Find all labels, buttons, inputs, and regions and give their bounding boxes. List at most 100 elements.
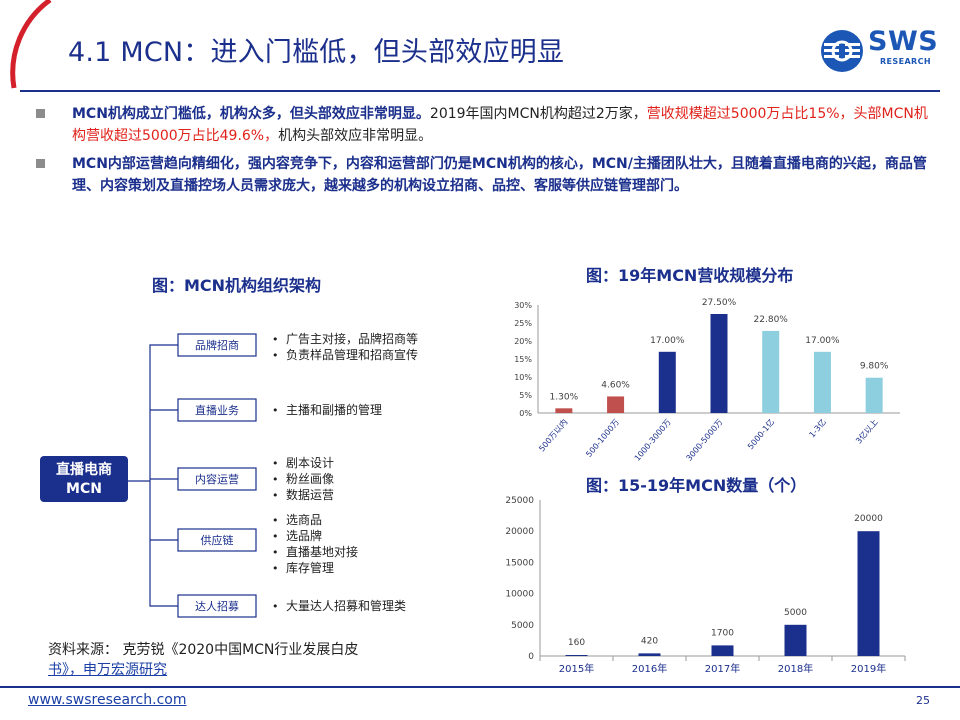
bar <box>565 655 588 657</box>
bullet-1-strong: MCN机构成立门槛低，机构众多，但头部效应非常明显。 <box>72 106 430 122</box>
y-tick-label: 5000 <box>511 621 534 631</box>
bullet-item-1: MCN机构成立门槛低，机构众多，但头部效应非常明显。2019年国内MCN机构超过… <box>36 103 936 147</box>
footer-divider <box>0 686 960 688</box>
org-duty-text: 主播和副播的管理 <box>286 402 382 417</box>
count-chart-title: 图：15-19年MCN数量（个） <box>586 476 807 495</box>
org-duty-text: 大量达人招募和管理类 <box>286 598 406 613</box>
data-label: 1.30% <box>550 392 579 402</box>
org-department-talent: 达人招募 • 大量达人招募和管理类 <box>177 594 406 618</box>
y-tick-label: 10% <box>514 373 532 382</box>
data-label: 4.60% <box>601 380 630 390</box>
y-tick-label: 10000 <box>505 590 534 600</box>
org-duty-bullet: • <box>272 457 279 470</box>
y-tick-label: 30% <box>514 301 532 310</box>
y-tick-label: 25000 <box>505 496 534 506</box>
bar <box>711 645 734 656</box>
org-duty-text: 选商品 <box>286 512 322 527</box>
org-root-label-1: 直播电商 <box>56 461 112 478</box>
org-dept-label: 达人招募 <box>195 599 239 613</box>
bar <box>710 314 728 413</box>
org-department-supply: 供应链 • 选商品 • 选品牌 • 直播基地对接 • 库存管理 <box>177 512 358 575</box>
bar <box>607 396 625 413</box>
y-tick-label: 15% <box>514 355 532 364</box>
revenue-chart-title: 图：19年MCN营收规模分布 <box>586 266 794 285</box>
title-divider <box>20 90 940 92</box>
x-tick-label: 2016年 <box>632 662 667 675</box>
org-duty-bullet: • <box>272 530 279 543</box>
x-tick-label: 1000-3000万 <box>633 418 673 463</box>
org-duty-text: 负责样品管理和招商宣传 <box>286 347 418 362</box>
bullet-1-tail: 机构头部效应非常明显。 <box>278 128 433 144</box>
org-duty-bullet: • <box>272 489 279 502</box>
data-label: 420 <box>641 636 658 646</box>
org-duty-bullet: • <box>272 473 279 486</box>
data-label: 22.80% <box>754 315 789 325</box>
org-duty-text: 广告主对接，品牌招商等 <box>286 331 418 346</box>
bullet-square-icon <box>36 109 45 118</box>
data-label: 17.00% <box>650 336 685 346</box>
org-root-label-2: MCN <box>66 481 102 497</box>
y-tick-label: 20% <box>514 337 532 346</box>
page-number: 25 <box>916 694 930 707</box>
corner-arc-decoration <box>10 0 52 89</box>
org-dept-label: 品牌招商 <box>195 338 239 352</box>
x-tick-label: 5000-1亿 <box>745 417 776 451</box>
org-duty-text: 库存管理 <box>286 560 334 575</box>
sws-research-logo: SWS RESEARCH <box>820 26 940 76</box>
source-link[interactable]: 书》，申万宏源研究 <box>48 662 167 678</box>
x-tick-label: 500万以内 <box>536 417 569 454</box>
y-tick-label: 5% <box>519 391 532 400</box>
org-chart-title: 图：MCN机构组织架构 <box>152 276 322 295</box>
org-dept-label: 供应链 <box>201 533 234 547</box>
bar <box>857 531 880 656</box>
bar <box>658 351 676 413</box>
org-duty-bullet: • <box>272 546 279 559</box>
x-tick-label: 2015年 <box>559 662 594 675</box>
source-prefix: 资料来源： 克劳锐《2020中国MCN行业发展白皮 <box>48 642 359 658</box>
x-tick-label: 3000-5000万 <box>684 418 724 463</box>
data-label: 9.80% <box>860 362 889 372</box>
footer-website-link[interactable]: www.swsresearch.com <box>28 692 187 708</box>
data-label: 20000 <box>854 514 883 524</box>
sws-logo-icon <box>821 30 863 72</box>
y-tick-label: 20000 <box>505 527 534 537</box>
x-tick-label: 2018年 <box>778 662 813 675</box>
bullet-square-icon <box>36 159 45 168</box>
org-duty-text: 数据运营 <box>286 487 334 502</box>
bullet-item-2: MCN内部运营趋向精细化，强内容竞争下，内容和运营部门仍是MCN机构的核心，MC… <box>36 153 936 197</box>
org-department-content: 内容运营 • 剧本设计 • 粉丝画像 • 数据运营 <box>177 456 334 502</box>
org-duty-bullet: • <box>272 333 279 346</box>
bar <box>638 653 661 656</box>
bar <box>813 351 831 413</box>
logo-subtext: RESEARCH <box>880 57 931 66</box>
bullet-list: MCN机构成立门槛低，机构众多，但头部效应非常明显。2019年国内MCN机构超过… <box>36 103 936 203</box>
org-duty-text: 剧本设计 <box>286 456 334 470</box>
org-dept-label: 直播业务 <box>195 403 239 417</box>
org-department-brand: 品牌招商 • 广告主对接，品牌招商等 • 负责样品管理和招商宣传 <box>177 331 418 362</box>
x-tick-label: 1-3亿 <box>807 417 828 440</box>
org-duty-bullet: • <box>272 600 279 613</box>
x-tick-label: 500-1000万 <box>584 418 621 459</box>
org-duty-text: 直播基地对接 <box>286 544 358 559</box>
data-label: 5000 <box>784 608 807 618</box>
data-label: 160 <box>568 638 585 648</box>
x-tick-label: 2017年 <box>705 662 740 675</box>
org-duty-bullet: • <box>272 562 279 575</box>
bar <box>555 408 573 413</box>
bullet-1-normal: 2019年国内MCN机构超过2万家， <box>429 106 647 122</box>
data-label: 17.00% <box>805 336 840 346</box>
y-tick-label: 25% <box>514 319 532 328</box>
y-tick-label: 0% <box>519 409 532 418</box>
bullet-2-strong: MCN内部运营趋向精细化，强内容竞争下，内容和运营部门仍是MCN机构的核心，MC… <box>72 156 927 194</box>
y-tick-label: 0 <box>528 652 534 662</box>
x-tick-label: 3亿以上 <box>853 417 879 446</box>
org-chart: 直播电商 MCN 品牌招商 • 广告主对接，品牌招商等 • 负责样品管理和招商宣… <box>40 331 418 618</box>
data-label: 1700 <box>711 628 734 638</box>
org-duty-text: 粉丝画像 <box>286 472 334 486</box>
org-duty-bullet: • <box>272 349 279 362</box>
org-duty-bullet: • <box>272 514 279 527</box>
y-tick-label: 15000 <box>505 558 534 568</box>
org-dept-label: 内容运营 <box>195 472 239 486</box>
x-tick-label: 2019年 <box>851 662 886 675</box>
org-duty-bullet: • <box>272 404 279 417</box>
